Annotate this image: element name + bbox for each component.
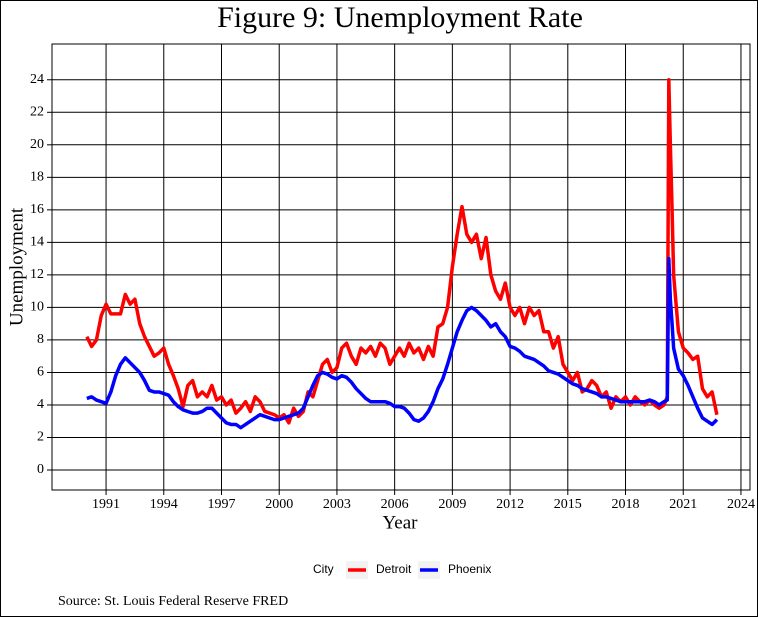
y-tick-label: 8 [37, 332, 44, 347]
x-tick-label: 2006 [381, 497, 409, 512]
x-tick-label: 1997 [207, 497, 235, 512]
legend-label: Detroit [376, 562, 412, 576]
x-axis-label: Year [382, 512, 418, 533]
y-tick-label: 2 [37, 430, 44, 445]
plot-area [51, 43, 751, 491]
y-tick-label: 20 [30, 137, 44, 152]
x-tick-label: 1991 [92, 497, 120, 512]
x-tick-label: 2015 [554, 497, 582, 512]
source-note: Source: St. Louis Federal Reserve FRED [58, 594, 288, 609]
y-tick-label: 6 [37, 365, 44, 380]
y-tick-label: 14 [30, 235, 44, 250]
series-line [86, 256, 719, 430]
y-tick-label: 22 [30, 105, 44, 120]
y-tick-label: 16 [30, 202, 44, 217]
y-tick-label: 24 [30, 72, 44, 87]
x-tick-label: 2009 [438, 497, 466, 512]
y-axis-label: Unemployment [6, 207, 27, 326]
y-tick-label: 18 [30, 170, 44, 185]
y-tick-label: 10 [30, 300, 44, 315]
x-tick-label: 2000 [265, 497, 293, 512]
legend-label: Phoenix [448, 562, 491, 576]
y-tick-label: 12 [30, 267, 44, 282]
legend-title: City [313, 562, 334, 576]
y-tick-label: 4 [37, 397, 44, 412]
chart-title: Figure 9: Unemployment Rate [217, 1, 583, 34]
x-tick-label: 2018 [612, 497, 640, 512]
x-tick-label: 2021 [669, 497, 697, 512]
x-tick-label: 2003 [323, 497, 351, 512]
x-tick-label: 2012 [496, 497, 524, 512]
y-tick-label: 0 [37, 462, 44, 477]
x-tick-label: 2024 [727, 497, 755, 512]
series-line [85, 78, 719, 425]
x-tick-label: 1994 [150, 497, 178, 512]
